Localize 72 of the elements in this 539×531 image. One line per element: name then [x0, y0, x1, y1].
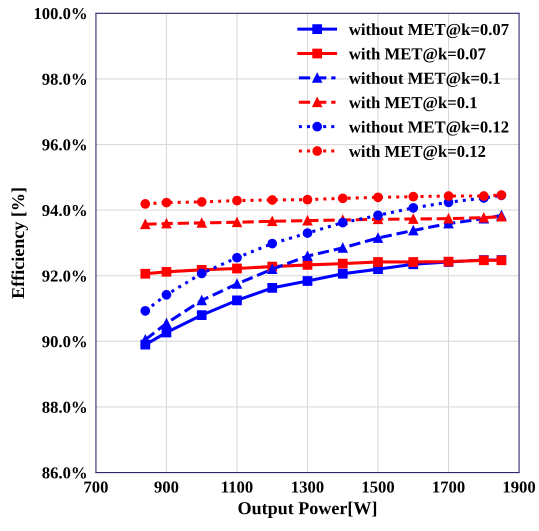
point [408, 192, 418, 202]
point [338, 218, 348, 228]
y-tick-label: 98.0% [42, 74, 86, 85]
legend-label: without MET@k=0.1 [348, 72, 500, 87]
point [267, 264, 278, 274]
point [140, 306, 150, 316]
legend-label: without MET@k=0.12 [348, 120, 508, 136]
point [267, 283, 278, 293]
point [196, 197, 207, 207]
legend-label: with MET@k=0.12 [348, 145, 486, 160]
point [373, 210, 383, 220]
point [302, 194, 312, 204]
point [408, 202, 418, 213]
point [302, 260, 312, 270]
point [338, 268, 348, 279]
legend-label: with MET@k=0.1 [348, 96, 477, 112]
point [338, 193, 348, 204]
x-axis-title: Output Power[W] [238, 502, 376, 518]
point [196, 310, 207, 320]
point [162, 328, 172, 338]
point [373, 233, 383, 243]
point [140, 199, 150, 209]
y-tick-label: 88.0% [42, 402, 86, 413]
point [373, 257, 383, 267]
point [232, 217, 242, 228]
point [267, 216, 278, 226]
x-tick-label: 700 [84, 481, 108, 493]
y-tick-label: 100.0% [34, 8, 86, 20]
point [302, 216, 312, 226]
point [232, 279, 242, 289]
point [267, 238, 278, 248]
x-tick-label: 1100 [222, 481, 253, 493]
point [232, 264, 242, 274]
point [162, 198, 172, 208]
point [302, 251, 312, 261]
point [302, 276, 312, 286]
point [162, 218, 172, 228]
point [140, 219, 150, 230]
point [196, 218, 207, 228]
point [232, 295, 242, 306]
x-tick-label: 1900 [504, 481, 536, 493]
x-tick-label: 1700 [433, 481, 465, 493]
y-tick-label: 96.0% [42, 139, 86, 151]
x-tick-label: 900 [154, 481, 178, 493]
point [302, 228, 312, 238]
point [232, 252, 242, 263]
point [373, 192, 383, 202]
legend-label: with MET@k=0.07 [348, 48, 486, 62]
point [162, 266, 172, 277]
y-tick-label: 94.0% [42, 204, 86, 216]
legend-label: without MET@k=0.07 [348, 23, 509, 38]
x-tick-label: 1500 [362, 481, 394, 493]
point [444, 214, 454, 224]
point [162, 318, 172, 328]
point [162, 290, 172, 300]
y-tick-label: 90.0% [42, 336, 86, 348]
point [444, 191, 454, 201]
point [408, 214, 418, 224]
point [140, 334, 150, 345]
x-tick-label: 1300 [292, 481, 324, 493]
y-axis-title: Efficiency [%] [11, 188, 28, 299]
point [408, 226, 418, 236]
point [267, 195, 278, 205]
point [338, 258, 348, 268]
point [196, 268, 207, 278]
point [196, 295, 207, 306]
y-tick-label: 86.0% [42, 467, 86, 479]
point [232, 196, 242, 206]
point [338, 242, 348, 253]
point [140, 268, 150, 279]
point [408, 257, 418, 267]
y-tick-label: 92.0% [42, 270, 86, 282]
